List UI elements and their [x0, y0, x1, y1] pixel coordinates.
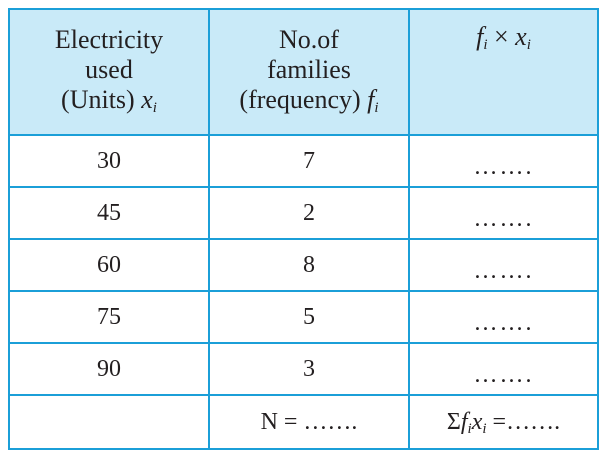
subscript-i: i: [526, 37, 531, 53]
cell-total-sum: Σfixi =…….: [408, 394, 599, 450]
frequency-table-container: Electricity used (Units) xi No.of famili…: [8, 8, 599, 450]
cell-total-units: [8, 394, 210, 450]
cell-units: 30: [8, 134, 210, 188]
cell-units: 75: [8, 290, 210, 344]
cell-total-n: N = …….: [208, 394, 410, 450]
header-units-text: (Units): [61, 85, 142, 114]
var-x: x: [515, 22, 527, 51]
table-row: 90 3 …….: [8, 342, 599, 396]
header-line: (frequency) fi: [210, 85, 408, 119]
var-f: f: [476, 22, 484, 51]
var-f: f: [367, 85, 375, 114]
cell-product: …….: [408, 342, 599, 396]
blank-dots: …….: [473, 153, 534, 180]
cell-families: 2: [208, 186, 410, 240]
subscript-i: i: [152, 100, 157, 116]
sum-equals-blank: =…….: [486, 408, 561, 435]
header-number-of-families: No.of families (frequency) fi: [208, 8, 410, 136]
header-product: fi × xi: [408, 8, 599, 136]
header-line: No.of: [279, 25, 339, 54]
blank-dots: …….: [473, 257, 534, 284]
times-symbol: ×: [494, 22, 509, 51]
totals-row: N = ……. Σfixi =…….: [8, 394, 599, 450]
cell-families: 7: [208, 134, 410, 188]
table-row: 45 2 …….: [8, 186, 599, 240]
cell-units: 45: [8, 186, 210, 240]
sigma-symbol: Σ: [446, 408, 461, 435]
subscript-i: i: [482, 420, 487, 437]
var-f: f: [460, 408, 468, 435]
table-row: 75 5 …….: [8, 290, 599, 344]
blank-dots: …….: [473, 309, 534, 336]
subscript-i: i: [467, 420, 472, 437]
subscript-i: i: [374, 100, 379, 116]
header-line: used: [85, 55, 133, 84]
cell-product: …….: [408, 134, 599, 188]
header-electricity-used: Electricity used (Units) xi: [8, 8, 210, 136]
header-frequency-text: (frequency): [239, 85, 368, 114]
cell-families: 8: [208, 238, 410, 292]
blank-dots: …….: [473, 205, 534, 232]
cell-product: …….: [408, 186, 599, 240]
frequency-table: Electricity used (Units) xi No.of famili…: [8, 8, 599, 450]
blank-dots: …….: [473, 361, 534, 388]
table-row: 60 8 …….: [8, 238, 599, 292]
header-line: families: [267, 55, 351, 84]
var-x: x: [471, 408, 483, 435]
cell-units: 90: [8, 342, 210, 396]
subscript-i: i: [483, 37, 488, 53]
table-row: 30 7 …….: [8, 134, 599, 188]
cell-families: 3: [208, 342, 410, 396]
cell-units: 60: [8, 238, 210, 292]
var-x: x: [141, 85, 153, 114]
header-line: (Units) xi: [10, 85, 208, 119]
cell-product: …….: [408, 290, 599, 344]
cell-product: …….: [408, 238, 599, 292]
header-row: Electricity used (Units) xi No.of famili…: [8, 8, 599, 136]
cell-families: 5: [208, 290, 410, 344]
header-line: Electricity: [54, 25, 164, 54]
